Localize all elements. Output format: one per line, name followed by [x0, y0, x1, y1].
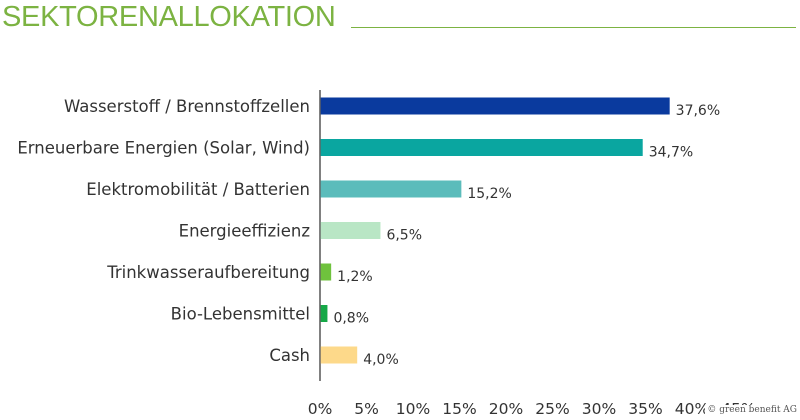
x-tick-label-4: 15%	[442, 400, 476, 418]
page-title: SEKTORENALLOKATION	[2, 1, 336, 33]
category-label-5: Trinkwasseraufbereitung	[106, 263, 310, 282]
bar-1	[320, 97, 670, 115]
category-label-2: Erneuerbare Energien (Solar, Wind)	[17, 139, 310, 158]
category-label-7: Cash	[269, 346, 310, 365]
title-divider	[351, 27, 796, 28]
bar-7	[320, 346, 358, 364]
category-label-3: Elektromobilität / Batterien	[86, 180, 310, 199]
value-label-5: 1,2%	[337, 269, 373, 285]
copyright-notice: © green benefit AG	[705, 405, 797, 415]
value-label-2: 34,7%	[649, 145, 693, 161]
category-label-4: Energieeffizienz	[179, 222, 310, 241]
value-label-3: 15,2%	[467, 186, 511, 202]
x-tick-label-1: 0%	[308, 400, 333, 418]
x-tick-label-5: 20%	[489, 400, 523, 418]
bar-3	[320, 180, 462, 198]
x-tick-label-7: 30%	[582, 400, 616, 418]
x-tick-label-6: 25%	[535, 400, 569, 418]
value-label-4: 6,5%	[386, 228, 422, 244]
bar-4	[320, 222, 381, 239]
value-label-6: 0,8%	[333, 311, 369, 327]
value-label-1: 37,6%	[676, 103, 720, 119]
x-tick-label-9: 40%	[675, 400, 709, 418]
x-tick-label-8: 35%	[628, 400, 662, 418]
bar-5	[320, 263, 332, 281]
category-label-6: Bio-Lebensmittel	[171, 305, 310, 324]
bar-2	[320, 139, 643, 156]
bar-6	[320, 305, 328, 322]
x-tick-label-2: 5%	[354, 400, 379, 418]
x-tick-label-3: 10%	[396, 400, 430, 418]
category-label-1: Wasserstoff / Brennstoffzellen	[64, 97, 310, 116]
value-label-7: 4,0%	[363, 352, 399, 368]
